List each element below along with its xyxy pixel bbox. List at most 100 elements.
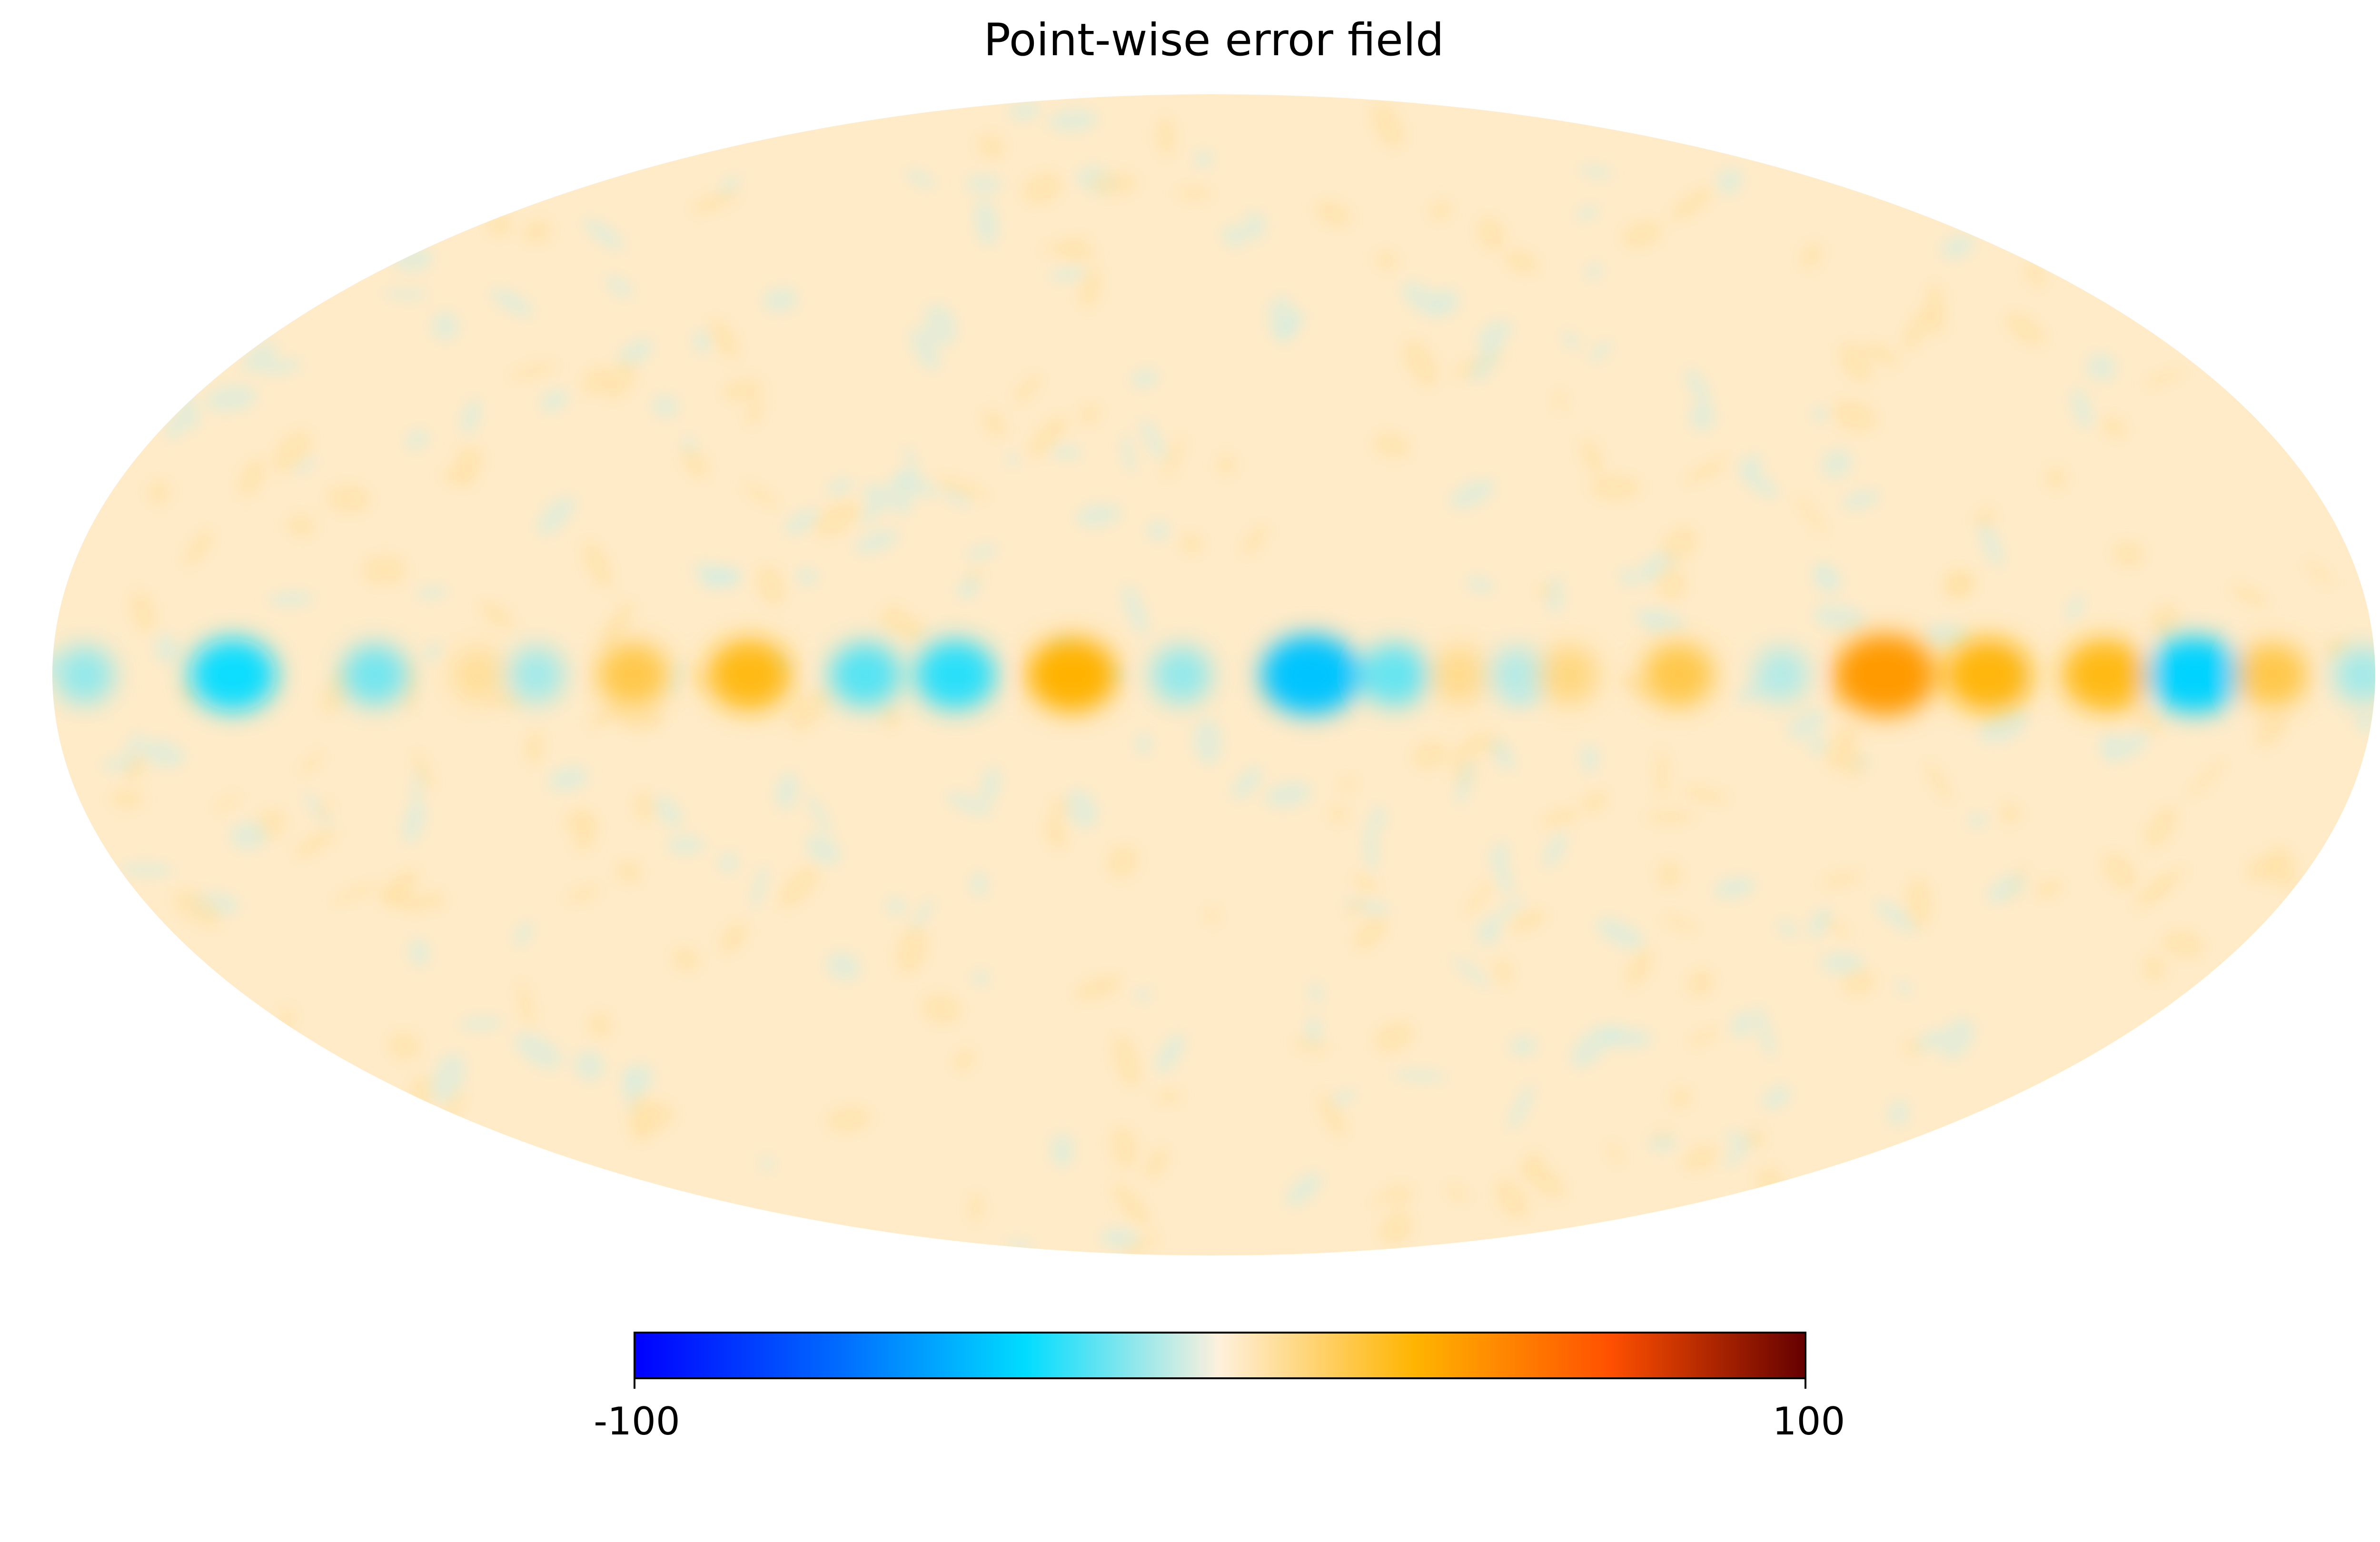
texture-blob (1075, 975, 1121, 1000)
texture-blob (882, 707, 900, 729)
texture-blob (230, 820, 268, 850)
texture-blob (1915, 1029, 1944, 1051)
texture-blob (1194, 150, 1213, 169)
band-anomaly (1944, 638, 2032, 712)
texture-blob (1339, 778, 1357, 791)
texture-blob (1812, 406, 1829, 422)
band-anomaly (1539, 646, 1598, 704)
texture-blob (1447, 1184, 1468, 1202)
texture-blob (327, 484, 370, 514)
texture-blob (775, 772, 799, 811)
texture-blob (488, 689, 524, 709)
texture-blob (751, 864, 768, 909)
texture-blob (760, 1155, 774, 1172)
texture-blob (1622, 220, 1662, 248)
texture-blob (1066, 789, 1098, 829)
texture-blob (1903, 306, 1932, 351)
texture-blob (1725, 1131, 1744, 1144)
texture-blob (1906, 877, 1931, 930)
texture-blob (1470, 343, 1500, 383)
texture-blob (1526, 1164, 1565, 1199)
texture-blob (1554, 391, 1567, 411)
texture-blob (1797, 496, 1825, 534)
texture-blob (1393, 1069, 1448, 1082)
texture-blob (458, 1017, 504, 1030)
texture-blob (701, 566, 742, 590)
texture-blob (1331, 1089, 1356, 1106)
texture-blob (1176, 187, 1212, 200)
texture-blob (1887, 1100, 1910, 1127)
texture-blob (601, 600, 634, 648)
texture-blob (424, 890, 444, 909)
texture-blob (1157, 116, 1175, 157)
texture-blob (1813, 603, 1866, 632)
texture-blob (184, 529, 213, 566)
texture-blob (1987, 873, 2026, 904)
texture-blob (416, 586, 448, 599)
texture-blob (383, 289, 429, 300)
texture-blob (1670, 187, 1713, 221)
texture-blob (652, 395, 679, 418)
band-anomaly (342, 644, 408, 706)
texture-blob (303, 792, 333, 829)
texture-blob (1831, 400, 1877, 432)
texture-blob (1049, 267, 1087, 282)
texture-blob (295, 827, 338, 858)
texture-blob (2035, 879, 2063, 898)
texture-blob (431, 311, 459, 341)
colorbar-min-label: -100 (594, 1399, 680, 1443)
texture-blob (2134, 872, 2173, 909)
texture-blob (1134, 988, 1152, 1002)
band-anomaly (597, 642, 669, 707)
colorbar (634, 1332, 1806, 1379)
equatorial-band (55, 634, 2375, 716)
texture-blob (573, 1049, 605, 1082)
texture-blob (2130, 699, 2162, 737)
texture-blob (148, 480, 170, 504)
texture-blob (1231, 766, 1263, 801)
texture-blob (1022, 172, 1062, 204)
band-anomaly (2062, 639, 2146, 711)
texture-blob (1089, 172, 1138, 196)
texture-blob (970, 871, 989, 897)
texture-blob (1100, 1227, 1140, 1250)
texture-blob (672, 947, 700, 972)
texture-blob (709, 318, 739, 359)
texture-blob (1330, 804, 1347, 824)
texture-blob (1264, 781, 1312, 809)
texture-blob (2071, 387, 2093, 429)
texture-blob (910, 327, 940, 371)
texture-blob (514, 920, 533, 947)
texture-blob (1140, 418, 1166, 461)
texture-blob (887, 473, 916, 515)
texture-blob (1193, 718, 1223, 765)
texture-blob (1979, 708, 2028, 744)
texture-blob (1155, 1033, 1186, 1074)
texture-blob (1452, 956, 1491, 988)
texture-blob (666, 835, 705, 855)
texture-blob (1315, 201, 1351, 227)
texture-blob (1376, 250, 1398, 270)
texture-blob (1403, 339, 1438, 386)
texture-blob (1716, 167, 1743, 195)
texture-blob (1135, 732, 1152, 755)
texture-blob (2145, 806, 2177, 849)
texture-blob (1541, 808, 1579, 828)
texture-blob (1656, 748, 1668, 799)
texture-blob (301, 751, 323, 773)
texture-blob (2000, 802, 2021, 824)
texture-blob (1812, 562, 1832, 583)
texture-blob (173, 890, 222, 927)
texture-blob (1926, 283, 1945, 337)
texture-blob (1808, 908, 1832, 938)
texture-blob (1393, 1187, 1414, 1210)
texture-blob (1130, 368, 1159, 388)
texture-blob (1537, 583, 1554, 599)
texture-blob (1626, 946, 1653, 988)
texture-blob (588, 701, 628, 730)
texture-blob (1975, 508, 1996, 529)
texture-blob (618, 706, 664, 732)
texture-blob (582, 366, 610, 396)
band-anomaly (1360, 643, 1429, 706)
